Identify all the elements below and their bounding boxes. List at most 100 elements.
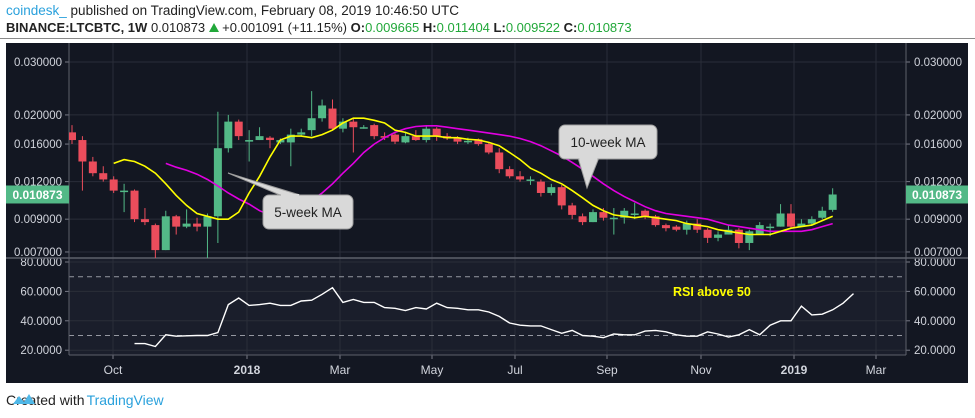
candle-up[interactable] <box>463 140 472 143</box>
candle-down[interactable] <box>151 225 160 251</box>
candle-down[interactable] <box>578 216 587 223</box>
candle-down[interactable] <box>234 121 243 137</box>
candle-down[interactable] <box>786 213 795 227</box>
candle-down[interactable] <box>88 161 97 174</box>
candle-down[interactable] <box>484 144 493 153</box>
candle-up[interactable] <box>286 134 295 143</box>
candle-up[interactable] <box>526 179 535 181</box>
price-axis-label-right: 0.030000 <box>914 57 962 69</box>
candle-down[interactable] <box>703 229 712 238</box>
candle-up[interactable] <box>714 234 723 238</box>
candle-down[interactable] <box>734 229 743 243</box>
candle-down[interactable] <box>599 212 608 218</box>
candle-down[interactable] <box>68 132 76 141</box>
candle-up[interactable] <box>338 121 347 129</box>
time-axis-label: 2019 <box>781 363 808 377</box>
chart-frame[interactable]: 0.030000 0.030000 0.020000 0.020000 0.016000… <box>6 43 968 383</box>
symbol-legend: BINANCE:LTCBTC, 1W 0.010873 +0.001091 (+1… <box>6 20 632 35</box>
rsi-annotation: RSI above 50 <box>673 285 751 299</box>
candle-down[interactable] <box>370 125 379 137</box>
price-chart[interactable]: 0.030000 0.030000 0.020000 0.020000 0.016000… <box>6 43 968 383</box>
candle-up[interactable] <box>620 210 629 218</box>
candle-up[interactable] <box>776 213 785 227</box>
tradingview-brand[interactable]: TradingView <box>86 392 164 408</box>
candle-up[interactable] <box>630 213 639 215</box>
candle-up[interactable] <box>818 210 827 218</box>
candle-down[interactable] <box>432 128 441 137</box>
symbol-name: BINANCE:LTCBTC, 1W <box>6 20 148 35</box>
candle-down[interactable] <box>349 121 358 128</box>
candle-down[interactable] <box>505 169 514 177</box>
candle-up[interactable] <box>589 212 597 223</box>
candle-up[interactable] <box>797 223 806 227</box>
time-axis-label: May <box>421 363 444 377</box>
last-price: 0.010873 <box>150 20 206 35</box>
publish-date: published on TradingView.com, February 0… <box>66 3 460 18</box>
candle-down[interactable] <box>140 219 149 223</box>
callout-text: 5-week MA <box>274 205 342 220</box>
candle-up[interactable] <box>307 118 316 131</box>
candle-down[interactable] <box>130 190 139 220</box>
price-axis-label-right: 0.009000 <box>914 214 962 226</box>
last-price-tag-left <box>6 185 69 204</box>
candle-down[interactable] <box>328 108 337 129</box>
candle-down[interactable] <box>474 139 483 145</box>
candle-down[interactable] <box>661 225 670 229</box>
candle-up[interactable] <box>422 128 431 141</box>
candle-down[interactable] <box>193 223 202 227</box>
candle-up[interactable] <box>807 219 816 224</box>
candle-down[interactable] <box>172 216 181 227</box>
candle-up[interactable] <box>213 148 222 217</box>
price-axis-label-right: 0.007000 <box>914 247 962 259</box>
candles-group <box>68 91 837 258</box>
candle-down[interactable] <box>536 181 545 193</box>
candle-down[interactable] <box>557 187 566 206</box>
candle-up[interactable] <box>297 132 306 135</box>
candle-up[interactable] <box>828 194 837 210</box>
candle-down[interactable] <box>391 134 400 142</box>
low-value: 0.009522 <box>505 20 561 35</box>
candle-down[interactable] <box>99 173 108 180</box>
rsi-axis-label-right: 40.0000 <box>914 316 956 328</box>
candle-down[interactable] <box>672 226 681 230</box>
candle-up[interactable] <box>766 226 775 229</box>
candle-up[interactable] <box>318 105 327 119</box>
close-value: 0.010873 <box>577 20 632 35</box>
candle-down[interactable] <box>265 137 274 141</box>
open-label: O: <box>350 20 366 35</box>
price-axis-label-left: 0.016000 <box>14 139 62 151</box>
candle-up[interactable] <box>245 140 254 142</box>
candle-down[interactable] <box>109 179 118 191</box>
candle-up[interactable] <box>724 229 733 235</box>
candle-down[interactable] <box>495 152 504 170</box>
candle-up[interactable] <box>161 216 170 251</box>
candle-down[interactable] <box>693 223 702 230</box>
ma5-line[interactable] <box>113 117 834 236</box>
time-axis-label: 2018 <box>234 363 261 377</box>
candle-down[interactable] <box>641 210 650 217</box>
rsi-pane-background <box>69 258 906 355</box>
candle-up[interactable] <box>682 223 691 230</box>
candle-up[interactable] <box>224 121 233 149</box>
candle-down[interactable] <box>411 136 420 141</box>
publisher-name[interactable]: coindesk_ <box>6 3 67 18</box>
candle-up[interactable] <box>401 136 410 143</box>
candle-up[interactable] <box>609 217 618 220</box>
candle-up[interactable] <box>120 190 129 193</box>
open-value: 0.009665 <box>365 20 420 35</box>
candle-up[interactable] <box>745 231 754 243</box>
candle-up[interactable] <box>255 136 264 141</box>
candle-down[interactable] <box>568 205 577 215</box>
candle-up[interactable] <box>359 127 368 129</box>
candle-down[interactable] <box>78 140 87 162</box>
candle-down[interactable] <box>651 216 660 226</box>
candle-up[interactable] <box>182 223 191 227</box>
candle-down[interactable] <box>453 137 462 142</box>
rsi-line <box>134 286 854 348</box>
candle-up[interactable] <box>203 216 212 227</box>
time-axis-label: Mar <box>866 363 887 377</box>
candle-up[interactable] <box>547 187 556 193</box>
close-label: C: <box>563 20 578 35</box>
time-axis-label: Mar <box>330 363 351 377</box>
candle-down[interactable] <box>516 176 525 180</box>
